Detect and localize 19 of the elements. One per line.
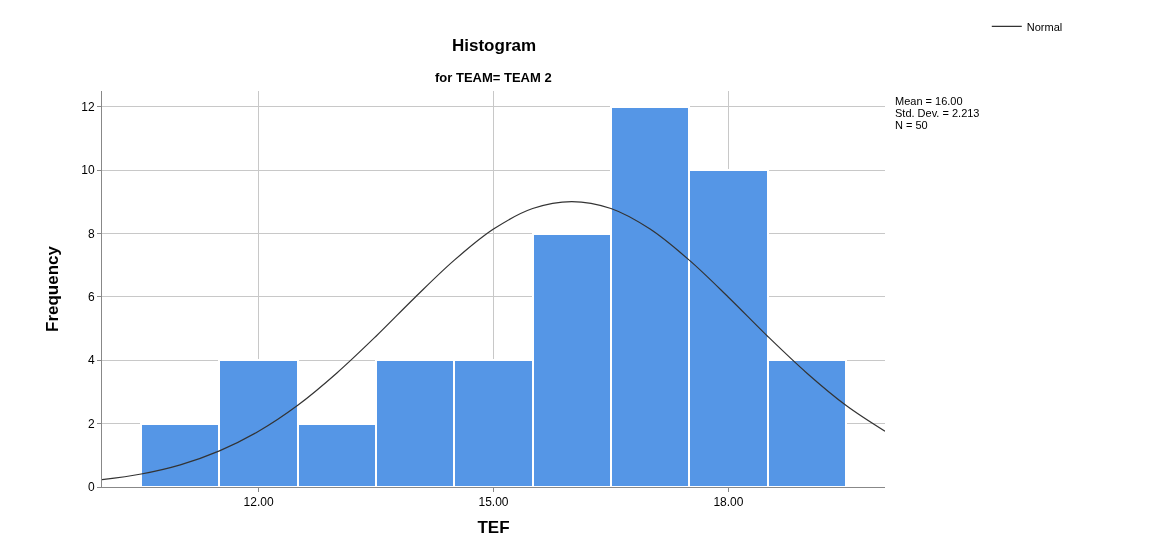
line-series [102,200,885,481]
x-tick-label: 18.00 [713,495,744,510]
chart-subtitle: for TEAM= TEAM 2 [435,70,552,85]
y-tick-label: 4 [87,353,95,368]
y-tick-label: 12 [81,100,95,115]
x-axis-title: TEF [477,517,510,537]
y-tick-label: 0 [87,480,95,495]
y-tick-label: 2 [87,416,95,431]
y-tick-label: 10 [81,163,95,178]
y-axis-title: Frequency [42,245,62,332]
text: Mean = 16.00 [895,95,963,107]
x-tick-label: 15.00 [478,495,509,510]
y-tick-label: 8 [87,226,95,241]
text: N = 50 [895,119,928,131]
legend-label: Normal [1026,20,1063,33]
y-tick-label: 6 [87,290,95,305]
text: Std. Dev. = 2.213 [895,107,980,119]
x-tick-label: 12.00 [243,495,274,510]
chart-title: Histogram [452,36,537,55]
